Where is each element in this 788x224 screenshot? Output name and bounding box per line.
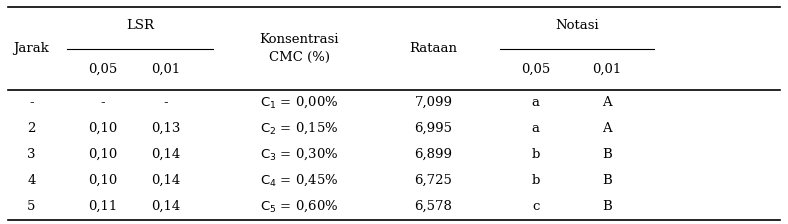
- Text: $\mathrm{C_4}$ = 0,45%: $\mathrm{C_4}$ = 0,45%: [260, 173, 339, 188]
- Text: 3: 3: [28, 148, 35, 161]
- Text: 0,10: 0,10: [87, 174, 117, 187]
- Text: Konsentrasi
CMC (%): Konsentrasi CMC (%): [260, 33, 339, 64]
- Text: 0,11: 0,11: [87, 200, 117, 213]
- Text: -: -: [29, 96, 34, 109]
- Text: 2: 2: [28, 122, 35, 135]
- Text: 0,10: 0,10: [87, 148, 117, 161]
- Text: 4: 4: [28, 174, 35, 187]
- Text: 0,14: 0,14: [151, 200, 180, 213]
- Text: -: -: [163, 96, 168, 109]
- Text: a: a: [532, 96, 540, 109]
- Text: 0,14: 0,14: [151, 174, 180, 187]
- Text: b: b: [532, 174, 540, 187]
- Text: 6,578: 6,578: [414, 200, 452, 213]
- Text: $\mathrm{C_3}$ = 0,30%: $\mathrm{C_3}$ = 0,30%: [260, 147, 339, 162]
- Text: 0,01: 0,01: [151, 63, 180, 76]
- Text: 6,995: 6,995: [414, 122, 452, 135]
- Text: 0,14: 0,14: [151, 148, 180, 161]
- Text: -: -: [100, 96, 105, 109]
- Text: 6,899: 6,899: [414, 148, 452, 161]
- Text: B: B: [602, 148, 611, 161]
- Text: 5: 5: [28, 200, 35, 213]
- Text: LSR: LSR: [126, 19, 154, 32]
- Text: Rataan: Rataan: [410, 42, 457, 55]
- Text: A: A: [602, 96, 611, 109]
- Text: $\mathrm{C_5}$ = 0,60%: $\mathrm{C_5}$ = 0,60%: [260, 199, 339, 214]
- Text: 0,05: 0,05: [521, 63, 551, 76]
- Text: a: a: [532, 122, 540, 135]
- Text: c: c: [532, 200, 540, 213]
- Text: $\mathrm{C_2}$ = 0,15%: $\mathrm{C_2}$ = 0,15%: [260, 121, 339, 136]
- Text: Jarak: Jarak: [13, 42, 50, 55]
- Text: b: b: [532, 148, 540, 161]
- Text: 6,725: 6,725: [414, 174, 452, 187]
- Text: B: B: [602, 200, 611, 213]
- Text: A: A: [602, 122, 611, 135]
- Text: 7,099: 7,099: [414, 96, 452, 109]
- Text: 0,13: 0,13: [151, 122, 180, 135]
- Text: 0,05: 0,05: [87, 63, 117, 76]
- Text: 0,01: 0,01: [592, 63, 622, 76]
- Text: Notasi: Notasi: [556, 19, 599, 32]
- Text: B: B: [602, 174, 611, 187]
- Text: $\mathrm{C_1}$ = 0,00%: $\mathrm{C_1}$ = 0,00%: [260, 95, 339, 110]
- Text: 0,10: 0,10: [87, 122, 117, 135]
